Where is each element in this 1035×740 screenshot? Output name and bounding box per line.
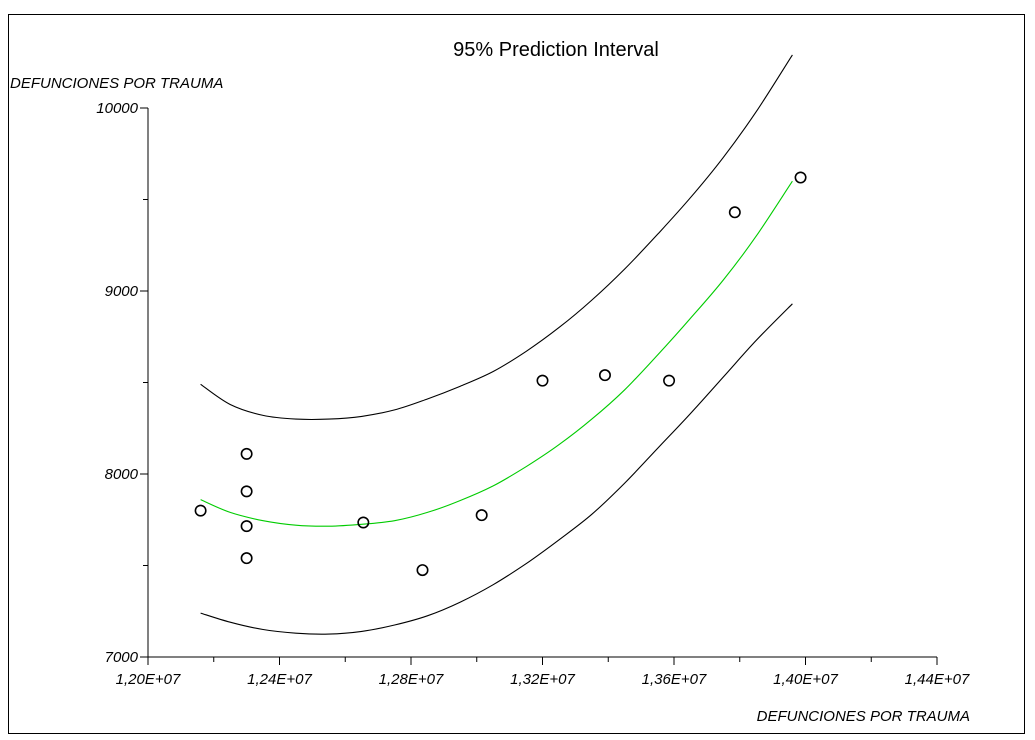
data-point (240, 520, 253, 533)
x-tick-label: 1,44E+07 (905, 671, 970, 688)
data-point (194, 504, 207, 517)
data-point (357, 516, 370, 529)
data-point (240, 485, 253, 498)
y-tick-label: 7000 (105, 649, 139, 666)
curves (200, 54, 793, 635)
data-point (475, 509, 488, 522)
fit-curve (200, 180, 793, 527)
y-tick-label: 8000 (105, 466, 139, 483)
y-axis-label: DEFUNCIONES POR TRAUMA (10, 75, 223, 92)
data-point (240, 447, 253, 460)
x-tick-label: 1,24E+07 (247, 671, 312, 688)
data-point (416, 564, 429, 577)
data-point (728, 206, 741, 219)
upper-curve (200, 54, 793, 421)
x-tick-label: 1,28E+07 (379, 671, 444, 688)
data-point (536, 374, 549, 387)
chart-frame (8, 14, 1025, 734)
x-tick-label: 1,32E+07 (510, 671, 575, 688)
chart-title: 95% Prediction Interval (453, 39, 659, 61)
x-axis-label: DEFUNCIONES POR TRAUMA (757, 708, 970, 725)
data-point (794, 171, 807, 184)
y-tick-label: 9000 (105, 283, 139, 300)
data-points (194, 171, 807, 577)
data-point (240, 552, 253, 565)
x-tick-label: 1,20E+07 (116, 671, 181, 688)
x-tick-label: 1,40E+07 (773, 671, 838, 688)
axes: 1,20E+07 1,24E+07 1,28E+07 1,32E+07 1,36E+07… (96, 100, 970, 688)
data-point (598, 369, 611, 382)
x-tick-label: 1,36E+07 (642, 671, 707, 688)
data-point (663, 374, 676, 387)
lower-curve (200, 303, 793, 635)
y-tick-label: 10000 (96, 100, 138, 117)
